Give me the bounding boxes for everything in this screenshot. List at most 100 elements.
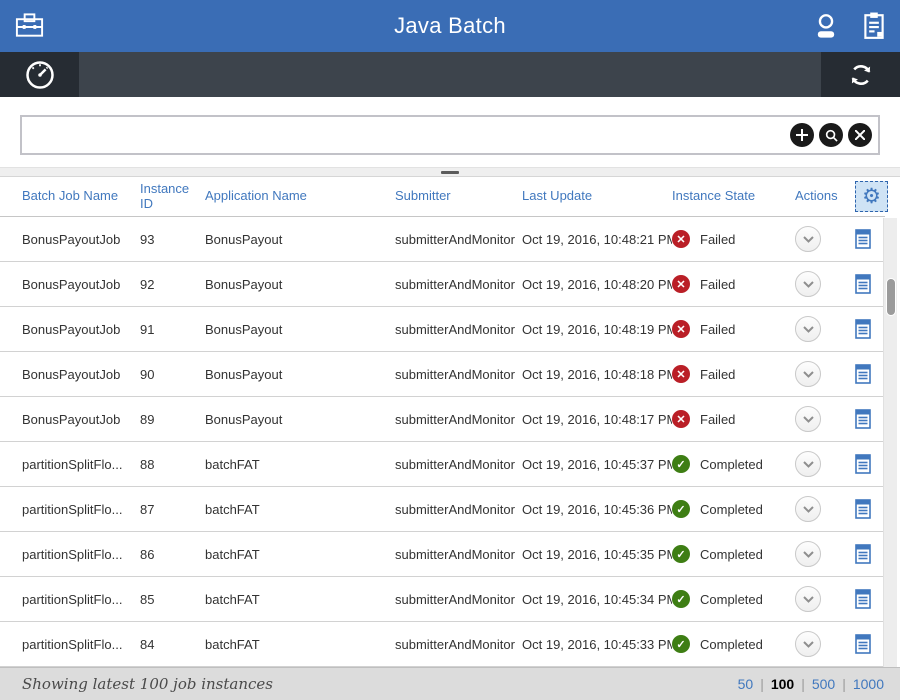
cell-application-name: BonusPayout [205,411,283,427]
row-actions-chevron-down-icon[interactable] [795,586,821,612]
cell-batch-job-name: BonusPayoutJob [22,231,121,247]
view-log-icon[interactable] [855,364,871,384]
table-settings-gear-icon[interactable]: ⚙ [855,181,888,212]
cell-submitter: submitterAndMonitor [395,366,515,382]
scrollbar-thumb[interactable] [886,278,896,316]
cell-last-update: Oct 19, 2016, 10:48:21 PM [522,231,672,247]
column-header-batch-job-name[interactable]: Batch Job Name [22,188,119,204]
cell-log [855,499,889,519]
cell-last-update: Oct 19, 2016, 10:45:35 PM [522,546,672,562]
row-actions-chevron-down-icon[interactable] [795,496,821,522]
cell-batch-job-name: partitionSplitFlo... [22,501,123,517]
cell-last-update: Oct 19, 2016, 10:48:19 PM [522,321,672,337]
cell-actions [795,271,855,297]
toolbox-icon[interactable] [14,12,45,40]
search-section [0,97,900,167]
view-log-icon[interactable] [855,274,871,294]
result-count-status: Showing latest 100 job instances [22,675,273,693]
column-header-instance-state[interactable]: Instance State [672,188,756,204]
column-header-instance-id[interactable]: Instance ID [140,180,190,211]
cell-submitter: submitterAndMonitor [395,321,515,337]
add-filter-button[interactable] [790,123,814,147]
view-log-icon[interactable] [855,589,871,609]
view-log-icon[interactable] [855,409,871,429]
view-log-icon[interactable] [855,319,871,339]
gauge-icon[interactable] [0,52,79,97]
status-label: Failed [700,231,736,247]
row-actions-chevron-down-icon[interactable] [795,226,821,252]
search-bar [20,115,880,155]
status-icon: ✓ [672,500,690,518]
column-header-submitter[interactable]: Submitter [395,188,451,204]
cell-last-update: Oct 19, 2016, 10:48:17 PM [522,411,672,427]
cell-instance-state: ✓ Completed [672,500,795,518]
cell-submitter: submitterAndMonitor [395,456,515,472]
view-log-icon[interactable] [855,499,871,519]
page-title: Java Batch [394,13,506,38]
cell-last-update: Oct 19, 2016, 10:45:33 PM [522,636,672,652]
cell-batch-job-name: BonusPayoutJob [22,411,121,427]
row-actions-chevron-down-icon[interactable] [795,541,821,567]
cell-instance-id: 90 [140,366,155,382]
row-actions-chevron-down-icon[interactable] [795,631,821,657]
table-row: partitionSplitFlo... 86 batchFAT submitt… [0,532,885,577]
row-actions-chevron-down-icon[interactable] [795,316,821,342]
cell-instance-state: ✕ Failed [672,410,795,428]
tool-toolbar [0,52,900,97]
search-button[interactable] [819,123,843,147]
view-log-icon[interactable] [855,544,871,564]
page-size-option-1000[interactable]: 1000 [852,676,884,692]
cell-instance-id: 86 [140,546,155,562]
view-log-icon[interactable] [855,634,871,654]
row-actions-chevron-down-icon[interactable] [795,361,821,387]
column-header-last-update[interactable]: Last Update [522,188,593,204]
cell-last-update: Oct 19, 2016, 10:45:37 PM [522,456,672,472]
table-row: BonusPayoutJob 89 BonusPayout submitterA… [0,397,885,442]
column-header-actions[interactable]: Actions [795,188,838,204]
app-header: Java Batch [0,0,900,52]
cell-log [855,319,889,339]
status-label: Failed [700,321,736,337]
row-actions-chevron-down-icon[interactable] [795,451,821,477]
cell-actions [795,496,855,522]
cell-actions [795,361,855,387]
status-icon: ✓ [672,590,690,608]
cell-log [855,454,889,474]
row-actions-chevron-down-icon[interactable] [795,271,821,297]
cell-batch-job-name: BonusPayoutJob [22,366,121,382]
row-actions-chevron-down-icon[interactable] [795,406,821,432]
user-icon[interactable] [812,12,840,40]
page-size-option-500[interactable]: 500 [811,676,836,692]
table-header-row: Batch Job Name Instance ID Application N… [0,177,888,217]
cell-instance-state: ✓ Completed [672,545,795,563]
pager-separator: | [801,676,805,692]
table-body: BonusPayoutJob 93 BonusPayout submitterA… [0,217,900,667]
page-size-option-50[interactable]: 50 [737,676,754,692]
cell-instance-state: ✕ Failed [672,365,795,383]
cell-log [855,589,889,609]
cell-application-name: batchFAT [205,456,260,472]
search-input[interactable] [20,115,880,155]
search-buttons [790,123,872,147]
view-log-icon[interactable] [855,454,871,474]
cell-log [855,634,889,654]
cell-submitter: submitterAndMonitor [395,546,515,562]
panel-resize-handle[interactable] [0,167,900,177]
refresh-icon[interactable] [821,52,900,97]
clear-search-button[interactable] [848,123,872,147]
view-log-icon[interactable] [855,229,871,249]
page-size-option-100[interactable]: 100 [770,676,795,692]
cell-actions [795,226,855,252]
column-header-application-name[interactable]: Application Name [205,188,307,204]
clipboard-icon[interactable] [862,12,886,40]
cell-actions [795,631,855,657]
cell-log [855,544,889,564]
cell-last-update: Oct 19, 2016, 10:48:18 PM [522,366,672,382]
cell-log [855,409,889,429]
cell-batch-job-name: partitionSplitFlo... [22,456,123,472]
cell-application-name: BonusPayout [205,231,283,247]
cell-batch-job-name: BonusPayoutJob [22,321,121,337]
cell-instance-id: 87 [140,501,155,517]
vertical-scrollbar[interactable] [883,218,897,667]
